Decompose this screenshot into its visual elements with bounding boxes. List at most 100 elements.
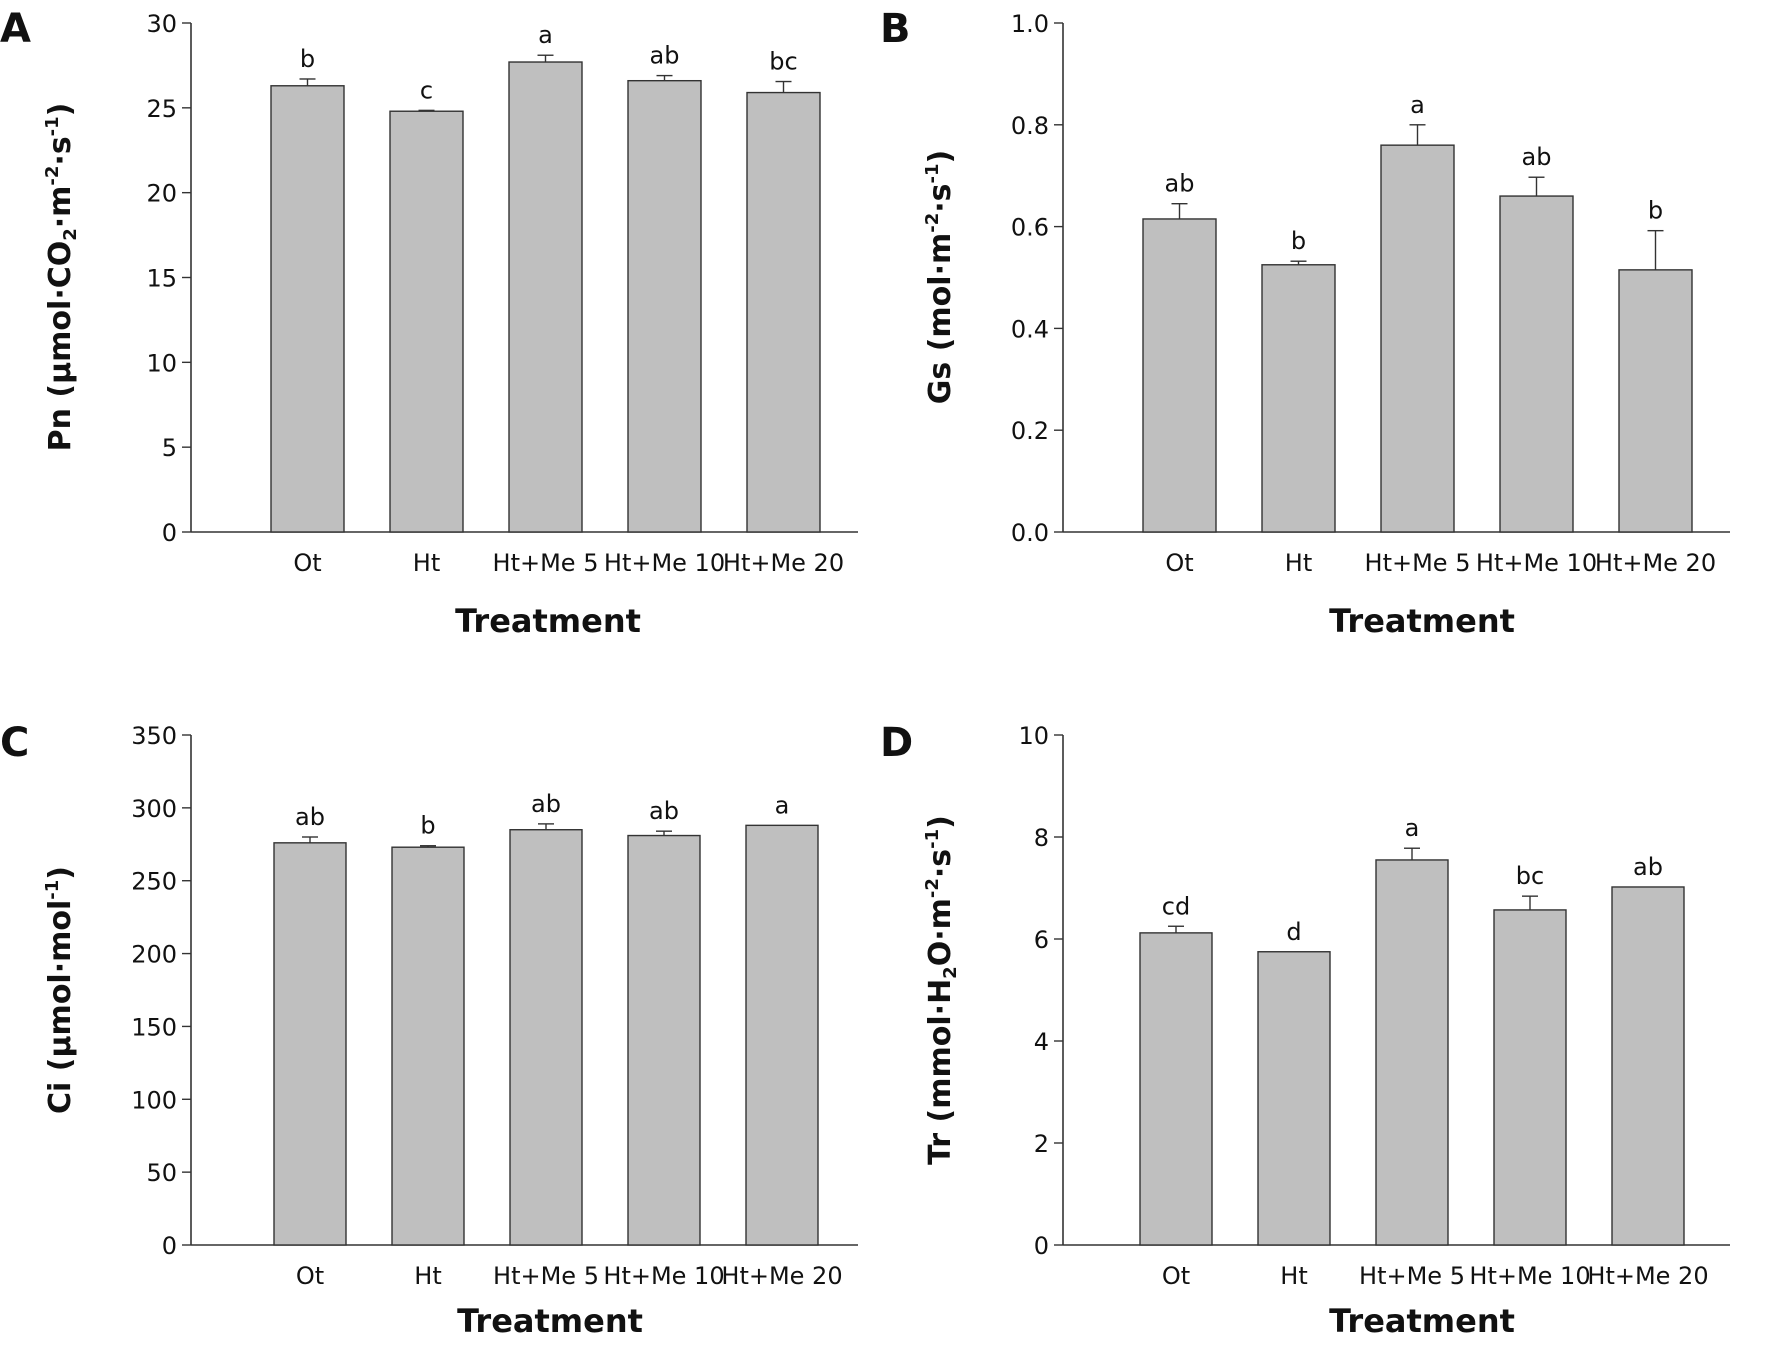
- y-axis-title: Tr (mmol·H2O·m-2·s-1): [922, 815, 961, 1165]
- y-tick-label: 0: [162, 519, 177, 547]
- x-tick-label: Ht+Me 10: [1469, 1262, 1590, 1290]
- y-tick-label: 200: [131, 941, 177, 969]
- x-tick-label: Ht: [1280, 1262, 1307, 1290]
- significance-label: a: [538, 21, 553, 49]
- bar-ot: [1142, 218, 1217, 533]
- bar-ot: [270, 85, 345, 533]
- y-tick-label: 20: [146, 180, 177, 208]
- panel-b: B 0.0 0.2 0.4 0.6 0.8 1.0 ab Ot b Ht a Ht+Me 5 ab Ht+M…: [880, 6, 1730, 640]
- bar-ht-me-20: [1618, 269, 1693, 533]
- y-tick-label: 0.4: [1011, 315, 1049, 343]
- bar-ht-me-10: [627, 834, 701, 1246]
- x-tick-label: Ht+Me 20: [721, 1262, 842, 1290]
- y-tick-label: 15: [146, 265, 177, 293]
- bar-ht-me-5: [508, 61, 583, 533]
- y-tick-label: 1.0: [1011, 10, 1049, 38]
- significance-label: b: [300, 45, 315, 73]
- x-tick-label: Ht+Me 20: [1595, 549, 1716, 577]
- y-tick-label: 250: [131, 868, 177, 896]
- y-tick-label: 350: [131, 722, 177, 750]
- y-tick-label: 100: [131, 1086, 177, 1114]
- x-tick-label: Ht+Me 5: [1359, 1262, 1465, 1290]
- x-tick-label: Ht+Me 5: [1365, 549, 1471, 577]
- significance-label: ab: [650, 42, 680, 70]
- y-tick-label: 0: [1034, 1232, 1049, 1260]
- y-tick-label: 50: [146, 1159, 177, 1187]
- panel-letter: A: [0, 6, 31, 52]
- panel-c: C 0 50 100 150 200 250 300 350 ab Ot b Ht ab Ht+Me 5 ab…: [0, 720, 858, 1340]
- x-tick-label: Ht+Me 5: [493, 1262, 599, 1290]
- significance-label: c: [420, 76, 433, 104]
- significance-label: ab: [649, 797, 679, 825]
- significance-label: a: [775, 791, 790, 819]
- y-tick-label: 10: [1018, 722, 1049, 750]
- significance-label: a: [1405, 814, 1420, 842]
- panel-letter: D: [880, 720, 913, 766]
- significance-label: a: [1410, 91, 1425, 119]
- significance-label: b: [1291, 227, 1306, 255]
- significance-label: b: [1648, 197, 1663, 225]
- y-tick-label: 2: [1034, 1130, 1049, 1158]
- x-tick-label: Ht+Me 10: [1476, 549, 1597, 577]
- y-tick-label: 25: [146, 95, 177, 123]
- significance-label: b: [420, 812, 435, 840]
- bar-ht-me-5: [1380, 144, 1455, 533]
- x-tick-label: Ht+Me 20: [723, 549, 844, 577]
- bar-ht-me-20: [1611, 886, 1685, 1246]
- panel-a: A 0 5 10 15 20 25 30 b Ot c Ht a Ht+Me 5 ab Ht+Me 10 bc H…: [0, 6, 858, 640]
- y-axis-title: Gs (mol·m-2·s-1): [922, 150, 958, 404]
- bar-ot: [1139, 932, 1213, 1246]
- y-tick-label: 5: [162, 434, 177, 462]
- significance-label: ab: [1522, 143, 1552, 171]
- y-tick-label: 0.8: [1011, 112, 1049, 140]
- y-tick-label: 6: [1034, 926, 1049, 954]
- panel-d: D 0 2 4 6 8 10 cd Ot d Ht a Ht+Me 5 bc Ht+Me 10 ab Ht+Me…: [880, 720, 1730, 1340]
- x-axis-title: Treatment: [1329, 1302, 1515, 1340]
- bar-ht-me-20: [745, 824, 819, 1246]
- bar-ht-me-10: [1493, 909, 1567, 1246]
- y-tick-label: 30: [146, 10, 177, 38]
- y-tick-label: 300: [131, 795, 177, 823]
- bar-ot: [273, 842, 347, 1246]
- y-tick-label: 4: [1034, 1028, 1049, 1056]
- x-tick-label: Ot: [296, 1262, 324, 1290]
- y-tick-label: 0.2: [1011, 417, 1049, 445]
- bar-ht: [1261, 264, 1336, 533]
- significance-label: ab: [531, 790, 561, 818]
- y-axis-title: Ci (μmol·mol-1): [42, 866, 78, 1114]
- significance-label: cd: [1162, 892, 1190, 920]
- bar-ht-me-10: [627, 79, 702, 533]
- bar-ht-me-5: [1375, 859, 1449, 1246]
- x-axis-title: Treatment: [457, 1302, 643, 1340]
- y-tick-label: 10: [146, 349, 177, 377]
- y-tick-label: 0: [162, 1232, 177, 1260]
- bar-ht-me-5: [509, 829, 583, 1246]
- x-tick-label: Ht+Me 10: [603, 1262, 724, 1290]
- x-tick-label: Ht: [414, 1262, 441, 1290]
- y-tick-label: 0.6: [1011, 214, 1049, 242]
- x-tick-label: Ot: [1165, 549, 1193, 577]
- bar-ht: [1257, 951, 1331, 1246]
- significance-label: bc: [769, 48, 797, 76]
- bar-ht: [389, 110, 464, 533]
- significance-label: ab: [1633, 853, 1663, 881]
- x-tick-label: Ot: [1162, 1262, 1190, 1290]
- x-tick-label: Ht+Me 5: [493, 549, 599, 577]
- y-tick-label: 150: [131, 1013, 177, 1041]
- x-tick-label: Ot: [293, 549, 321, 577]
- significance-label: ab: [1165, 170, 1195, 198]
- y-tick-label: 8: [1034, 824, 1049, 852]
- panel-letter: B: [880, 6, 911, 52]
- x-axis-title: Treatment: [1329, 602, 1515, 640]
- y-axis-title: Pn (μmol·CO2·m-2·s-1): [42, 103, 81, 452]
- significance-label: ab: [295, 803, 325, 831]
- x-axis-title: Treatment: [455, 602, 641, 640]
- significance-label: bc: [1516, 862, 1544, 890]
- bar-ht-me-10: [1499, 195, 1574, 533]
- x-tick-label: Ht: [1285, 549, 1312, 577]
- significance-label: d: [1286, 918, 1301, 946]
- x-tick-label: Ht+Me 20: [1587, 1262, 1708, 1290]
- bar-ht-me-20: [746, 91, 821, 533]
- bar-ht: [391, 846, 465, 1246]
